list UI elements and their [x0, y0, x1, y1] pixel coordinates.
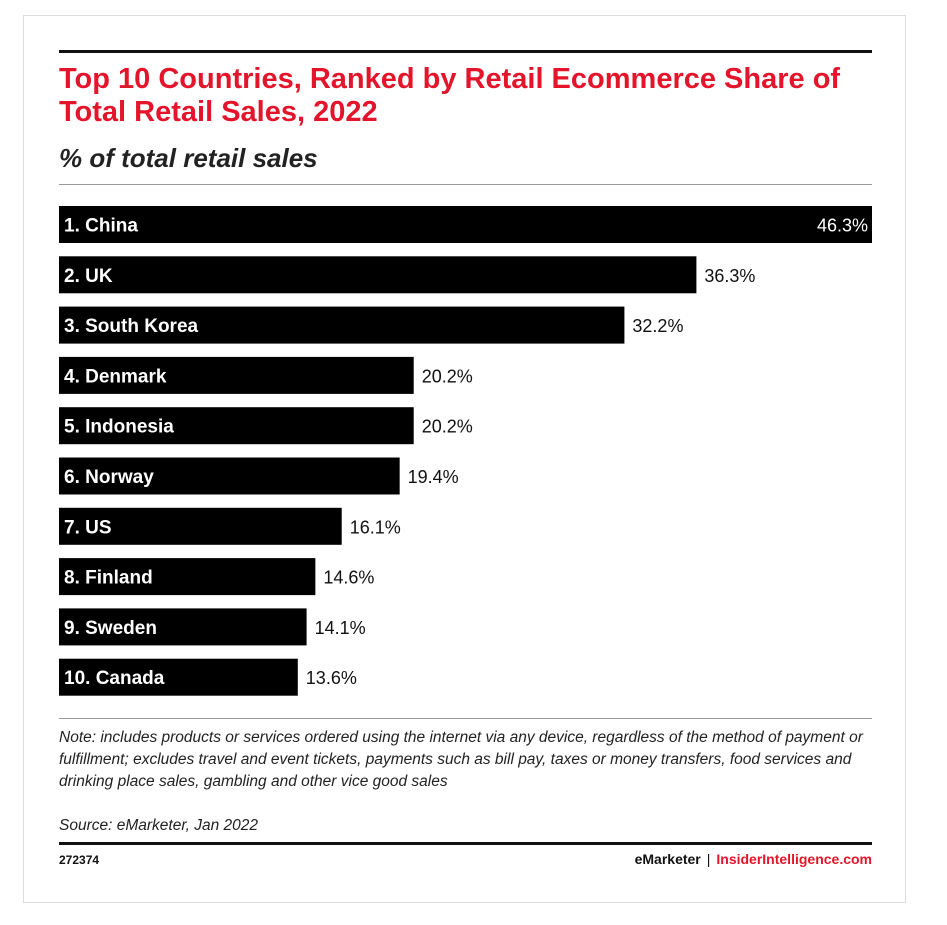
bar-7	[59, 507, 342, 545]
bar-category-label: 6. Norway	[64, 467, 154, 488]
bar-category-label: 7. US	[64, 517, 112, 538]
bar-4	[59, 356, 414, 394]
chart-source: Source: eMarketer, Jan 2022	[59, 817, 259, 834]
bar-value-label: 16.1%	[350, 517, 401, 537]
bar-value-label: 13.6%	[306, 668, 357, 688]
bar-value-label: 19.4%	[408, 467, 459, 487]
chart-title: Top 10 Countries, Ranked by Retail Ecomm…	[59, 63, 841, 128]
bar-value-label: 14.1%	[315, 618, 366, 638]
bar-5	[59, 407, 414, 445]
chart-id: 272374	[59, 853, 100, 867]
chart-subtitle: % of total retail sales	[59, 143, 318, 173]
bottom-rule	[59, 842, 872, 845]
bar-9	[59, 608, 307, 646]
bar-category-label: 2. UK	[64, 266, 113, 287]
bar-category-label: 3. South Korea	[64, 316, 199, 337]
bar-value-label: 46.3%	[817, 216, 868, 236]
bar-category-label: 9. Sweden	[64, 618, 157, 639]
bar-8	[59, 558, 316, 596]
bar-category-label: 4. Denmark	[64, 366, 167, 387]
bar-value-label: 14.6%	[323, 568, 374, 588]
bar-2	[59, 256, 697, 294]
note-rule	[59, 718, 872, 719]
bar-category-label: 1. China	[64, 216, 138, 237]
bar-category-label: 10. Canada	[64, 668, 165, 689]
bar-3	[59, 306, 625, 344]
chart-note: Note: includes products or services orde…	[59, 729, 863, 790]
bar-1	[59, 206, 872, 243]
bar-category-label: 5. Indonesia	[64, 417, 174, 438]
bar-10	[59, 658, 298, 696]
top-rule	[59, 50, 872, 53]
bar-category-label: 8. Finland	[64, 568, 153, 589]
bar-6	[59, 457, 400, 495]
brand-insider-link[interactable]: InsiderIntelligence.com	[716, 851, 872, 867]
brand-footer: eMarketer | InsiderIntelligence.com	[635, 851, 872, 867]
bar-value-label: 20.2%	[422, 366, 473, 386]
bar-value-label: 20.2%	[422, 417, 473, 437]
subtitle-rule	[59, 184, 872, 185]
brand-emarketer[interactable]: eMarketer	[634, 851, 701, 867]
brand-separator: |	[706, 851, 711, 867]
bar-value-label: 32.2%	[632, 316, 683, 336]
bar-value-label: 36.3%	[704, 266, 755, 286]
